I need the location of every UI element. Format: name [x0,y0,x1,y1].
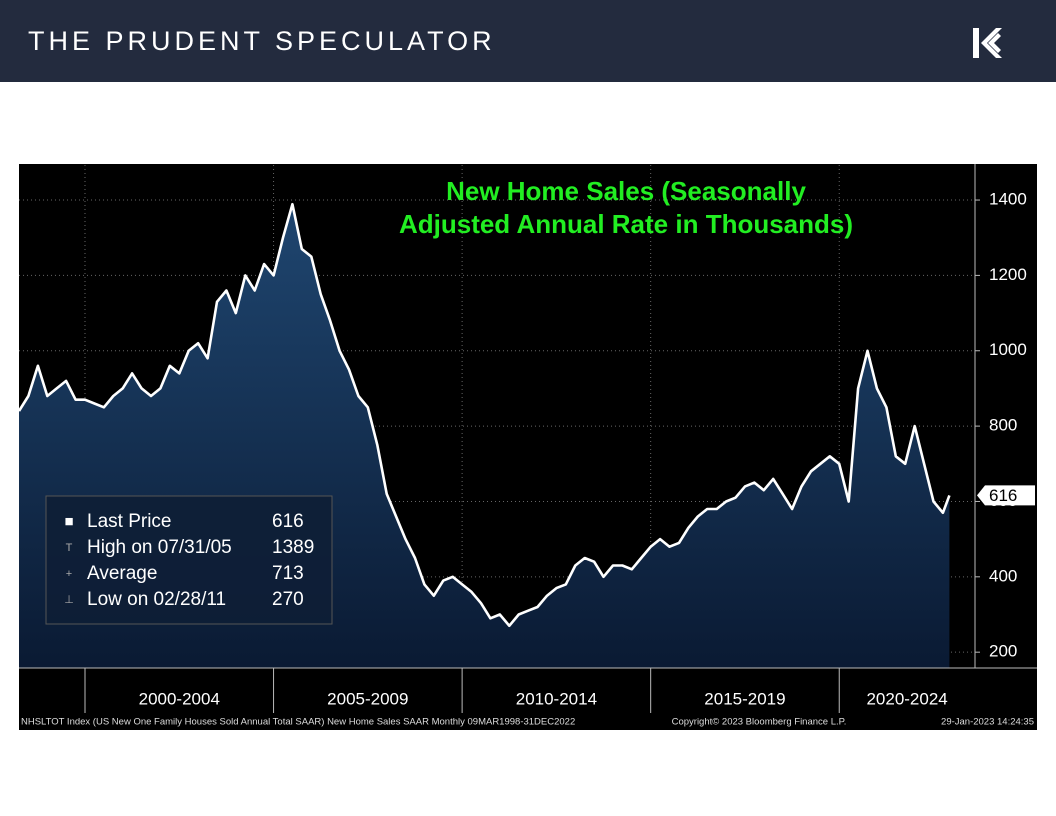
legend-icon: ■ [64,513,73,530]
footer-date: 29-Jan-2023 14:24:35 [941,717,1034,728]
legend-label: Last Price [87,511,171,532]
x-tick-label: 2015-2019 [704,689,785,708]
chart-title: New Home Sales (Seasonally [446,176,806,206]
legend-label: High on 07/31/05 [87,537,232,558]
y-tick-label: 800 [989,416,1017,435]
legend-label: Average [87,563,157,584]
legend-icon: T [66,542,73,554]
logo [973,28,1002,58]
y-tick-label: 400 [989,566,1017,585]
legend-value: 1389 [272,537,314,558]
footer-copyright: Copyright© 2023 Bloomberg Finance L.P. [672,717,847,728]
x-tick-label: 2020-2024 [866,689,947,708]
legend-icon: + [66,568,72,580]
header-title: THE PRUDENT SPECULATOR [28,26,496,56]
x-tick-label: 2005-2009 [327,689,408,708]
legend-value: 713 [272,563,304,584]
last-value-tag [977,485,1035,506]
legend-box [45,495,333,625]
legend-label: Low on 02/28/11 [87,589,226,610]
y-tick-label: 1000 [989,340,1027,359]
last-value-label: 616 [989,486,1017,505]
y-tick-label: 1400 [989,190,1027,209]
legend-value: 270 [272,589,304,610]
line [19,202,951,628]
chart: New Home Sales (Seasonally Adjusted Annu… [19,164,1037,730]
legend-value: 616 [272,511,304,532]
chart-title: Adjusted Annual Rate in Thousands) [399,209,853,239]
y-tick-label: 200 [989,642,1017,661]
legend-icon: ⊥ [64,594,74,606]
x-tick-label: 2000-2004 [139,689,220,708]
header-bar: THE PRUDENT SPECULATOR [0,0,1056,82]
footer-source: NHSLTOT Index (US New One Family Houses … [21,717,575,728]
y-tick-label: 1200 [989,265,1027,284]
x-tick-label: 2010-2014 [516,689,597,708]
